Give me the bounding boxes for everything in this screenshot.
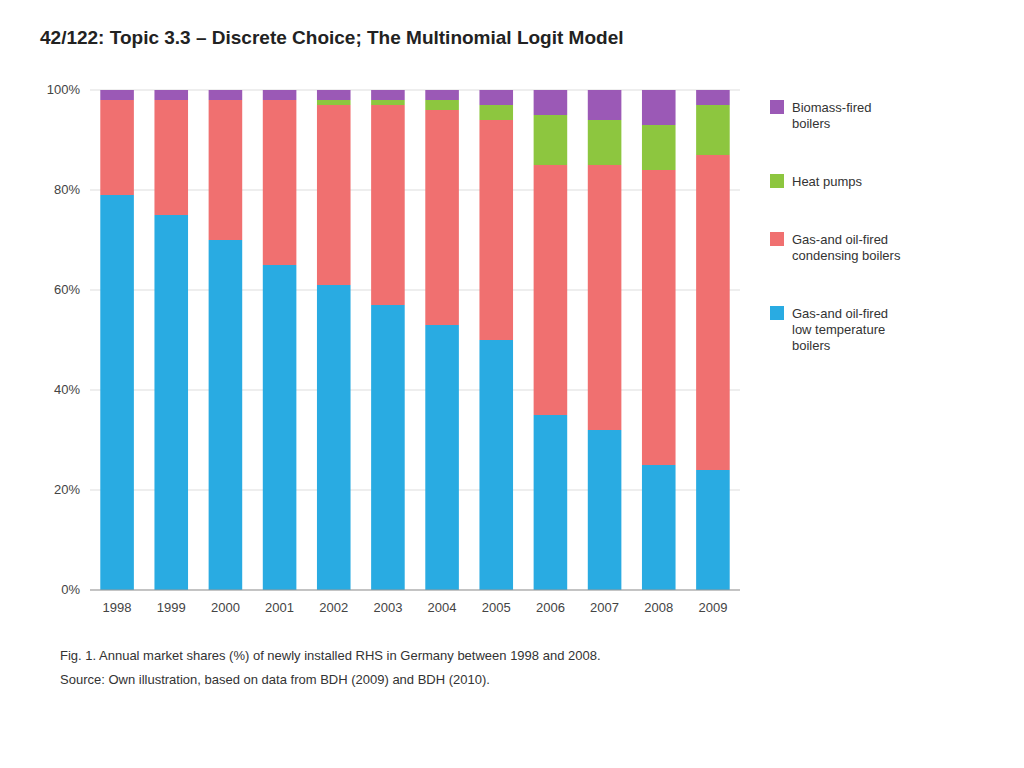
bar-segment: [479, 105, 513, 120]
x-tick-label: 2009: [698, 600, 727, 615]
x-tick-label: 2004: [428, 600, 457, 615]
bar-segment: [425, 100, 459, 110]
bar-segment: [534, 415, 568, 590]
bar-segment: [588, 120, 622, 165]
bar-segment: [642, 125, 676, 170]
legend-label: Gas-and oil-firedlow temperatureboilers: [792, 306, 888, 353]
x-tick-label: 2000: [211, 600, 240, 615]
y-tick-label: 0%: [61, 582, 80, 597]
bar-segment: [425, 90, 459, 100]
x-tick-label: 2003: [373, 600, 402, 615]
legend-swatch: [770, 174, 784, 188]
grid: [90, 90, 740, 590]
bar-segment: [263, 100, 297, 265]
y-tick-label: 60%: [54, 282, 80, 297]
bar-segment: [642, 170, 676, 465]
x-axis-line: [90, 590, 740, 591]
bar-segment: [209, 240, 243, 590]
bar-segment: [100, 195, 134, 590]
bar-segment: [317, 285, 351, 590]
legend-label: Biomass-firedboilers: [792, 100, 871, 131]
bar-segment: [371, 90, 405, 100]
bar-segment: [209, 90, 243, 100]
bar-segment: [154, 100, 188, 215]
bar-segment: [154, 90, 188, 100]
x-tick-label: 2002: [319, 600, 348, 615]
bar-segment: [642, 90, 676, 125]
y-tick-label: 80%: [54, 182, 80, 197]
bar-segment: [425, 110, 459, 325]
x-tick-label: 2007: [590, 600, 619, 615]
bar-segment: [642, 465, 676, 590]
bar-segment: [317, 105, 351, 285]
caption: Fig. 1. Annual market shares (%) of newl…: [60, 648, 601, 663]
bar-segment: [209, 100, 243, 240]
y-tick-label: 100%: [47, 82, 81, 97]
bar-segment: [534, 115, 568, 165]
y-tick-label: 20%: [54, 482, 80, 497]
bar-segment: [371, 305, 405, 590]
bar-segment: [588, 165, 622, 430]
bar-segment: [263, 90, 297, 100]
bar-segment: [425, 325, 459, 590]
bar-segment: [154, 215, 188, 590]
bar-segment: [588, 430, 622, 590]
x-tick-label: 2005: [482, 600, 511, 615]
legend: Biomass-firedboilers Heat pumps Gas-and oi…: [770, 100, 901, 353]
x-tick-label: 1999: [157, 600, 186, 615]
bar-segment: [479, 120, 513, 340]
bar-segment: [696, 90, 730, 105]
bar-segment: [100, 90, 134, 100]
x-tick-label: 2001: [265, 600, 294, 615]
bar-segment: [317, 100, 351, 105]
bar-segment: [479, 90, 513, 105]
legend-swatch: [770, 100, 784, 114]
bar-segment: [371, 105, 405, 305]
legend-swatch: [770, 306, 784, 320]
title: 42/122: Topic 3.3 – Discrete Choice; The…: [40, 27, 623, 48]
y-tick-label: 40%: [54, 382, 80, 397]
grid-line: [90, 590, 740, 591]
bar-segment: [263, 265, 297, 590]
legend-label: Heat pumps: [792, 174, 863, 189]
bar-segment: [696, 105, 730, 155]
bar-segment: [371, 100, 405, 105]
x-tick-label: 1998: [103, 600, 132, 615]
bar-segment: [696, 155, 730, 470]
caption: Source: Own illustration, based on data …: [60, 672, 490, 687]
bar-segment: [317, 90, 351, 100]
bar-segment: [100, 100, 134, 195]
bar-segment: [534, 165, 568, 415]
x-tick-label: 2008: [644, 600, 673, 615]
legend-swatch: [770, 232, 784, 246]
bar-segment: [479, 340, 513, 590]
x-tick-label: 2006: [536, 600, 565, 615]
bar-segment: [534, 90, 568, 115]
legend-label: Gas-and oil-firedcondensing boilers: [792, 232, 901, 263]
chart: 42/122: Topic 3.3 – Discrete Choice; The…: [0, 0, 1024, 768]
bars: [100, 90, 729, 590]
bar-segment: [696, 470, 730, 590]
bar-segment: [588, 90, 622, 120]
